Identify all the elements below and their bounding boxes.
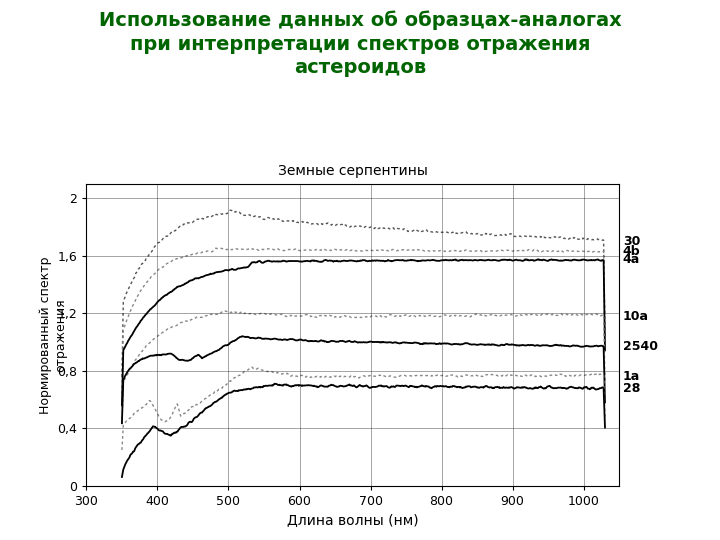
Title: Земные серпентины: Земные серпентины bbox=[278, 164, 428, 178]
Text: Использование данных об образцах-аналогах
при интерпретации спектров отражения
а: Использование данных об образцах-аналога… bbox=[99, 11, 621, 77]
X-axis label: Длина волны (нм): Длина волны (нм) bbox=[287, 514, 418, 528]
Y-axis label: Нормированный спектр
отражения: Нормированный спектр отражения bbox=[39, 256, 67, 414]
Text: 10a: 10a bbox=[623, 309, 649, 322]
Text: 4a: 4a bbox=[623, 253, 640, 266]
Text: 2540: 2540 bbox=[623, 340, 658, 353]
Text: 1a: 1a bbox=[623, 370, 640, 383]
Text: 28: 28 bbox=[623, 382, 640, 395]
Text: 4b: 4b bbox=[623, 245, 640, 258]
Text: 30: 30 bbox=[623, 235, 640, 248]
